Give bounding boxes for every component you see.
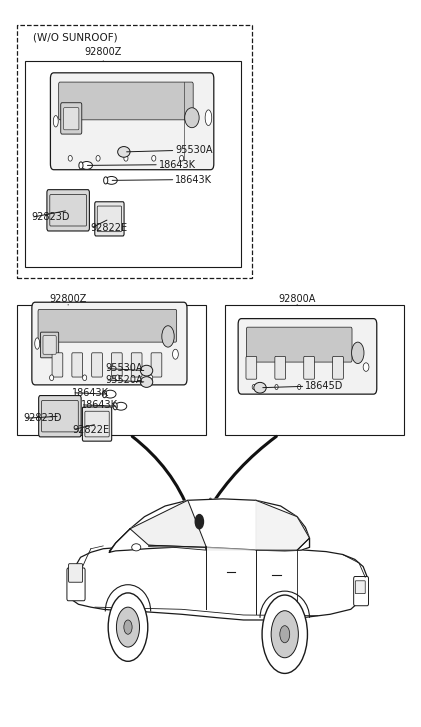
Circle shape xyxy=(124,620,132,634)
FancyBboxPatch shape xyxy=(51,73,214,169)
Ellipse shape xyxy=(140,377,153,387)
Bar xyxy=(225,305,405,435)
Ellipse shape xyxy=(118,147,130,157)
FancyBboxPatch shape xyxy=(38,310,177,342)
Circle shape xyxy=(262,595,307,673)
Ellipse shape xyxy=(106,177,117,185)
FancyBboxPatch shape xyxy=(355,581,365,594)
FancyBboxPatch shape xyxy=(43,336,56,354)
Circle shape xyxy=(271,611,298,658)
Ellipse shape xyxy=(152,156,156,161)
Ellipse shape xyxy=(298,385,301,390)
Ellipse shape xyxy=(275,385,278,390)
FancyBboxPatch shape xyxy=(39,395,81,437)
Ellipse shape xyxy=(173,349,179,359)
FancyBboxPatch shape xyxy=(32,302,187,385)
Text: 18643K: 18643K xyxy=(80,400,117,410)
Ellipse shape xyxy=(81,161,93,169)
FancyBboxPatch shape xyxy=(69,563,83,582)
Ellipse shape xyxy=(104,177,108,184)
Text: 95530A: 95530A xyxy=(105,364,143,374)
Circle shape xyxy=(280,626,290,643)
Ellipse shape xyxy=(79,162,83,169)
Text: 92800Z: 92800Z xyxy=(50,294,87,304)
Text: 92823D: 92823D xyxy=(31,212,69,222)
Text: 92800A: 92800A xyxy=(278,294,316,304)
Text: 92822E: 92822E xyxy=(72,425,109,435)
FancyBboxPatch shape xyxy=(131,353,142,377)
Ellipse shape xyxy=(50,375,54,381)
FancyBboxPatch shape xyxy=(40,332,59,358)
Text: 18643K: 18643K xyxy=(72,387,109,398)
FancyBboxPatch shape xyxy=(238,318,377,394)
FancyBboxPatch shape xyxy=(304,356,314,379)
Ellipse shape xyxy=(363,363,369,371)
Text: 95520A: 95520A xyxy=(105,375,143,385)
Polygon shape xyxy=(109,499,309,553)
FancyBboxPatch shape xyxy=(61,103,82,134)
Ellipse shape xyxy=(96,156,100,161)
Ellipse shape xyxy=(180,156,184,161)
Ellipse shape xyxy=(140,365,153,376)
Ellipse shape xyxy=(352,342,364,364)
Polygon shape xyxy=(130,500,206,547)
Ellipse shape xyxy=(132,544,141,551)
FancyBboxPatch shape xyxy=(47,190,89,231)
Bar xyxy=(25,60,242,268)
Ellipse shape xyxy=(35,338,40,349)
Ellipse shape xyxy=(113,403,117,410)
Bar xyxy=(16,305,206,435)
FancyBboxPatch shape xyxy=(52,353,63,377)
Ellipse shape xyxy=(162,326,174,347)
FancyBboxPatch shape xyxy=(151,353,162,377)
Text: 95530A: 95530A xyxy=(176,145,213,156)
Ellipse shape xyxy=(149,375,153,381)
FancyBboxPatch shape xyxy=(42,401,78,432)
Circle shape xyxy=(117,607,139,647)
FancyBboxPatch shape xyxy=(246,356,257,379)
Text: 92822E: 92822E xyxy=(91,223,128,233)
FancyBboxPatch shape xyxy=(354,577,368,606)
Circle shape xyxy=(195,515,203,529)
Text: 92800Z: 92800Z xyxy=(85,47,122,57)
Ellipse shape xyxy=(68,156,72,161)
Ellipse shape xyxy=(116,375,120,381)
Text: (W/O SUNROOF): (W/O SUNROOF) xyxy=(33,32,118,42)
Ellipse shape xyxy=(83,375,87,381)
Ellipse shape xyxy=(124,156,128,161)
Ellipse shape xyxy=(185,108,199,128)
FancyBboxPatch shape xyxy=(59,82,193,120)
Ellipse shape xyxy=(53,116,58,127)
FancyBboxPatch shape xyxy=(92,353,102,377)
FancyBboxPatch shape xyxy=(246,327,352,362)
Circle shape xyxy=(108,593,148,662)
Text: 18643K: 18643K xyxy=(176,174,213,185)
Ellipse shape xyxy=(205,110,212,126)
FancyBboxPatch shape xyxy=(333,356,344,379)
Ellipse shape xyxy=(104,390,116,398)
Polygon shape xyxy=(256,500,309,550)
FancyBboxPatch shape xyxy=(95,202,124,236)
FancyBboxPatch shape xyxy=(83,407,112,441)
Ellipse shape xyxy=(115,402,127,410)
FancyBboxPatch shape xyxy=(85,411,109,437)
Polygon shape xyxy=(149,545,206,550)
FancyBboxPatch shape xyxy=(275,356,285,379)
FancyBboxPatch shape xyxy=(64,108,79,130)
FancyBboxPatch shape xyxy=(72,353,83,377)
FancyBboxPatch shape xyxy=(97,206,122,232)
Ellipse shape xyxy=(254,382,266,393)
FancyBboxPatch shape xyxy=(50,195,87,226)
Text: 92823D: 92823D xyxy=(24,414,62,423)
Polygon shape xyxy=(206,547,256,550)
Text: 18643K: 18643K xyxy=(159,160,196,169)
Ellipse shape xyxy=(252,385,256,390)
Polygon shape xyxy=(68,545,367,620)
Text: 18645D: 18645D xyxy=(305,381,344,391)
Ellipse shape xyxy=(102,390,107,398)
FancyBboxPatch shape xyxy=(112,353,122,377)
Bar xyxy=(16,25,252,278)
FancyBboxPatch shape xyxy=(67,568,85,601)
